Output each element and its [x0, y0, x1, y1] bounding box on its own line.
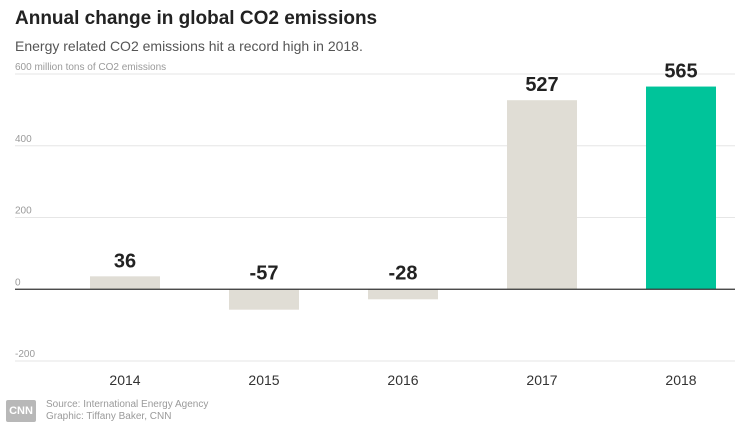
- y-tick-label: 200: [15, 206, 32, 217]
- data-label-2014: 36: [114, 250, 136, 272]
- y-tick-label: 400: [15, 134, 32, 145]
- x-tick-label-2014: 2014: [109, 372, 140, 388]
- data-label-2018: 565: [664, 61, 697, 83]
- x-tick-label-2017: 2017: [526, 372, 557, 388]
- credits: Source: International Energy Agency Grap…: [46, 399, 208, 423]
- x-tick-label-2015: 2015: [248, 372, 279, 388]
- data-label-2017: 527: [525, 74, 558, 96]
- y-tick-label: 0: [15, 277, 21, 288]
- x-tick-label-2016: 2016: [387, 372, 418, 388]
- data-label-2016: -28: [389, 262, 418, 284]
- cnn-logo-icon: CNN: [6, 400, 36, 422]
- bar-2018: [646, 86, 716, 290]
- source-text: Source: International Energy Agency: [46, 399, 209, 410]
- y-tick-label: -200: [15, 349, 35, 360]
- bar-2015: [229, 289, 299, 310]
- bar-2017: [507, 100, 577, 290]
- chart-subtitle: Energy related CO2 emissions hit a recor…: [15, 38, 363, 54]
- data-label-2015: -57: [250, 262, 279, 284]
- bar-2014: [90, 276, 160, 290]
- graphic-credit: Graphic: Tiffany Baker, CNN: [46, 411, 172, 422]
- footer: CNN Source: International Energy Agency …: [6, 399, 208, 423]
- chart-title: Annual change in global CO2 emissions: [15, 8, 378, 29]
- y-tick-label: 600 million tons of CO2 emissions: [15, 62, 166, 73]
- x-tick-label-2018: 2018: [665, 372, 696, 388]
- bar-2016: [368, 289, 438, 300]
